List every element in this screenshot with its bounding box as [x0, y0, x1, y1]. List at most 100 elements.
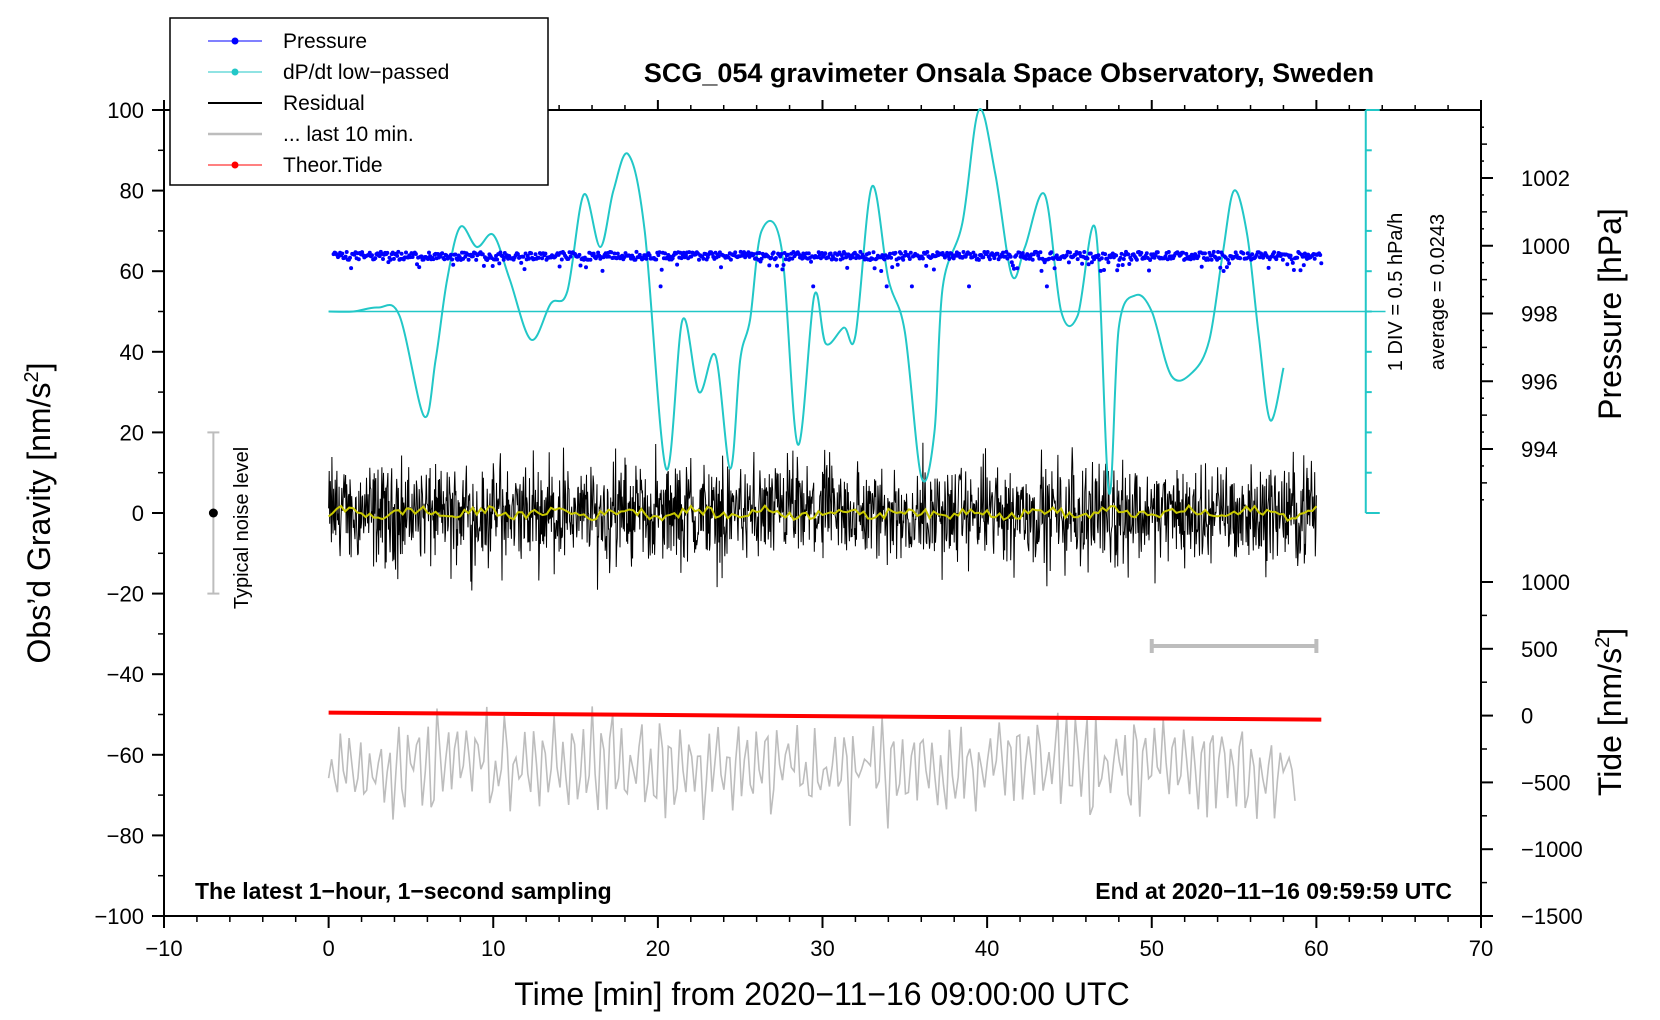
- pressure-point: [404, 250, 408, 255]
- pressure-tick-label: 1000: [1521, 234, 1570, 259]
- x-tick-label: 70: [1469, 936, 1493, 961]
- pressure-point: [1096, 253, 1101, 258]
- pressure-point: [577, 252, 582, 257]
- pressure-point: [1227, 261, 1232, 266]
- pressure-point: [615, 251, 620, 256]
- y-tick-label: −40: [107, 662, 144, 687]
- pressure-point: [413, 252, 418, 256]
- pressure-point: [647, 253, 652, 258]
- pressure-point: [679, 256, 684, 261]
- pressure-point: [1102, 268, 1106, 272]
- legend-label: ... last 10 min.: [283, 123, 414, 146]
- pressure-point: [1221, 269, 1226, 273]
- pressure-point: [899, 251, 903, 256]
- pressure-point: [596, 250, 601, 255]
- pressure-point: [858, 249, 863, 254]
- pressure-point: [388, 257, 393, 262]
- pressure-point: [1036, 253, 1041, 258]
- x-tick-label: 20: [646, 936, 670, 961]
- pressure-point: [1211, 249, 1216, 254]
- pressure-point: [609, 250, 614, 255]
- pressure-point: [893, 250, 898, 255]
- pressure-point: [521, 254, 526, 259]
- pressure-point: [747, 254, 752, 259]
- pressure-tick-label: 1002: [1521, 166, 1570, 191]
- pressure-point: [343, 254, 348, 259]
- pressure-point: [925, 250, 930, 254]
- legend-box: [169, 17, 549, 186]
- x-axis: −10 0 10 20 30 40 50 60 70: [145, 100, 1493, 961]
- pressure-point: [480, 252, 485, 257]
- pressure-point: [880, 253, 885, 258]
- pressure-point: [1020, 251, 1025, 256]
- x-tick-label: 10: [481, 936, 505, 961]
- y-axis-pressure-label: Pressure [hPa]: [1592, 208, 1628, 420]
- legend-label: dP/dt low−passed: [283, 61, 449, 84]
- pressure-point: [888, 251, 892, 256]
- pressure-point: [474, 257, 479, 262]
- legend-swatch-dot: [231, 68, 239, 76]
- pressure-point: [1266, 265, 1271, 270]
- legend-swatch-dot: [231, 37, 239, 45]
- pressure-point: [1285, 262, 1290, 267]
- pressure-point: [568, 254, 573, 259]
- y-tick-label: 40: [120, 340, 144, 365]
- pressure-point: [872, 266, 877, 271]
- pressure-point: [931, 267, 936, 272]
- pressure-point: [1098, 268, 1103, 273]
- pressure-point: [1139, 250, 1144, 255]
- pressure-point: [1039, 268, 1044, 273]
- pressure-point: [356, 257, 361, 262]
- pressure-point: [779, 252, 784, 256]
- pressure-point: [1089, 260, 1094, 265]
- pressure-point: [490, 264, 495, 268]
- pressure-point: [1291, 268, 1296, 272]
- pressure-point: [659, 267, 664, 272]
- pressure-point: [396, 249, 401, 254]
- pressure-point: [1037, 256, 1042, 261]
- y-axis-pressure: 994 996 998 1000 1002: [1481, 126, 1570, 501]
- pressure-point: [451, 262, 456, 267]
- y-axis-left-label: Obs’d Gravity [nm/s2]: [21, 363, 57, 664]
- pressure-point: [773, 256, 778, 260]
- pressure-point: [895, 262, 900, 267]
- pressure-point: [973, 253, 978, 258]
- x-tick-label: 0: [323, 936, 335, 961]
- pressure-point: [1206, 257, 1211, 262]
- pressure-point: [845, 265, 850, 270]
- pressure-point: [823, 251, 828, 256]
- y-tick-label: 60: [120, 259, 144, 284]
- pressure-point: [1218, 265, 1223, 270]
- pressure-point: [526, 256, 531, 261]
- pressure-point: [1241, 251, 1246, 256]
- pressure-point: [968, 252, 973, 256]
- x-tick-label: 30: [810, 936, 834, 961]
- pressure-point: [1148, 258, 1153, 262]
- pressure-point: [1106, 260, 1111, 265]
- pressure-point: [908, 250, 913, 255]
- pressure-point: [1012, 266, 1016, 271]
- pressure-point: [1144, 251, 1149, 256]
- pressure-point: [697, 257, 701, 262]
- y-tick-label: −60: [107, 743, 144, 768]
- pressure-point: [687, 250, 692, 255]
- residual-line: [328, 442, 1317, 591]
- pressure-point: [497, 261, 502, 266]
- y-tick-label: −20: [107, 582, 144, 607]
- noise-label: Typical noise level: [231, 447, 253, 609]
- x-tick-label: 50: [1140, 936, 1164, 961]
- pressure-point: [890, 265, 895, 270]
- pressure-point: [1209, 257, 1214, 262]
- pressure-point: [1024, 256, 1029, 261]
- pressure-point: [1272, 250, 1277, 255]
- pressure-point: [495, 257, 500, 262]
- pressure-point: [809, 259, 813, 264]
- pressure-point: [442, 257, 447, 262]
- pressure-point: [879, 269, 884, 273]
- pressure-point: [373, 256, 378, 261]
- pressure-point: [584, 265, 588, 270]
- pressure-point: [1188, 257, 1193, 262]
- x-tick-label: 40: [975, 936, 999, 961]
- pressure-point: [1105, 256, 1110, 261]
